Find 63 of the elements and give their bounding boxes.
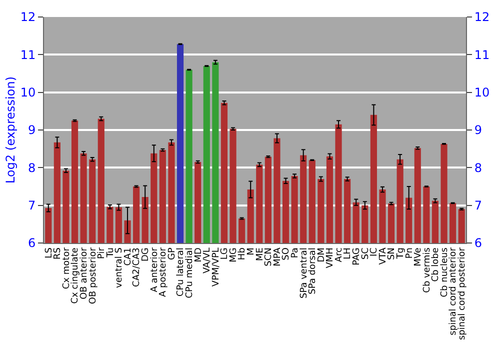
- x-tick-label: SPa dorsal: [308, 248, 318, 294]
- x-tick-label: Cb lobe: [431, 247, 442, 282]
- x-tick-label: SN: [387, 248, 398, 260]
- x-tick-label: Tg: [396, 248, 406, 260]
- y-tick-label: 10: [20, 86, 36, 100]
- x-tick-label: Cx cingulate: [70, 247, 81, 304]
- x-tick-label: OB anterior: [79, 247, 90, 300]
- y-tick-label: 6: [28, 236, 36, 250]
- x-tick-label: RS: [53, 247, 64, 260]
- x-tick-label: A anterior: [150, 247, 160, 292]
- x-tick-label: Cb nucleus: [440, 247, 450, 298]
- x-tick-label: MD: [194, 248, 204, 262]
- y-axis-title: Log2 (expression): [4, 76, 18, 184]
- y2-tick-label: 7: [474, 198, 482, 213]
- x-tick-label: ME: [255, 247, 266, 262]
- x-tick-label: Cx motor: [62, 247, 72, 290]
- x-tick-label: A posterior: [158, 247, 169, 298]
- x-tick-label: Arc: [334, 248, 344, 262]
- x-tick-label: VMH: [326, 248, 336, 268]
- y2-tick-label: 10: [474, 86, 490, 100]
- x-tick-label: VPM/VPL: [211, 248, 222, 287]
- x-tick-label: SO: [282, 248, 292, 260]
- x-tick-label: Hb: [238, 247, 248, 260]
- x-tick-label: LH: [343, 248, 354, 260]
- x-tick-label: OB posterior: [88, 247, 98, 304]
- x-tick-label: spinal cord posterior: [458, 247, 468, 340]
- x-tick-label: LS: [44, 247, 54, 258]
- x-tick-label: GP: [167, 247, 178, 260]
- x-tick-label: CPu lateral: [176, 248, 186, 297]
- x-tick-label: MG: [228, 248, 239, 262]
- y-tick-label: 7: [28, 198, 36, 213]
- y-tick-label: 9: [28, 123, 36, 138]
- x-tick-label: VA/VL: [202, 248, 213, 274]
- x-tick-label: ventral S: [114, 247, 125, 288]
- y2-tick-label: 9: [474, 123, 482, 138]
- y-tick-label: 12: [20, 10, 36, 24]
- y2-tick-label: 12: [474, 10, 490, 24]
- x-tick-label: SC: [360, 248, 371, 260]
- x-tick-label: CPu medial: [184, 248, 195, 298]
- x-tick-label: VTA: [378, 246, 388, 265]
- x-tick-label: CA2/CA3: [132, 248, 142, 287]
- x-tick-label: MVe: [414, 247, 424, 266]
- x-tick-label: DM: [316, 248, 327, 262]
- x-tick-label: Tu: [106, 248, 116, 258]
- x-tick-label: Pa: [290, 248, 300, 258]
- x-tick-label: Pn: [404, 248, 415, 259]
- x-tick-label: LG: [220, 248, 230, 260]
- x-tick-label: IC: [370, 248, 380, 257]
- y2-tick-label: 11: [474, 48, 490, 62]
- y-tick-label: 8: [28, 160, 36, 175]
- x-tick-label: SCN: [264, 248, 274, 266]
- x-tick-label: Cb vermis: [422, 247, 432, 293]
- x-tick-label: CA1: [123, 248, 134, 266]
- y2-tick-label: 8: [474, 160, 482, 175]
- x-tick-label: PAG: [352, 248, 362, 266]
- x-tick-label: SPa ventral: [299, 248, 310, 299]
- y-tick-label: 11: [20, 48, 36, 62]
- x-tick-label: M: [246, 248, 257, 256]
- x-tick-label: DG: [141, 248, 152, 262]
- x-tick-label: spinal cord anterior: [448, 247, 459, 336]
- x-tick-label: Pir: [97, 247, 108, 260]
- x-tick-label: MPA: [272, 246, 283, 266]
- y2-tick-label: 6: [474, 236, 482, 250]
